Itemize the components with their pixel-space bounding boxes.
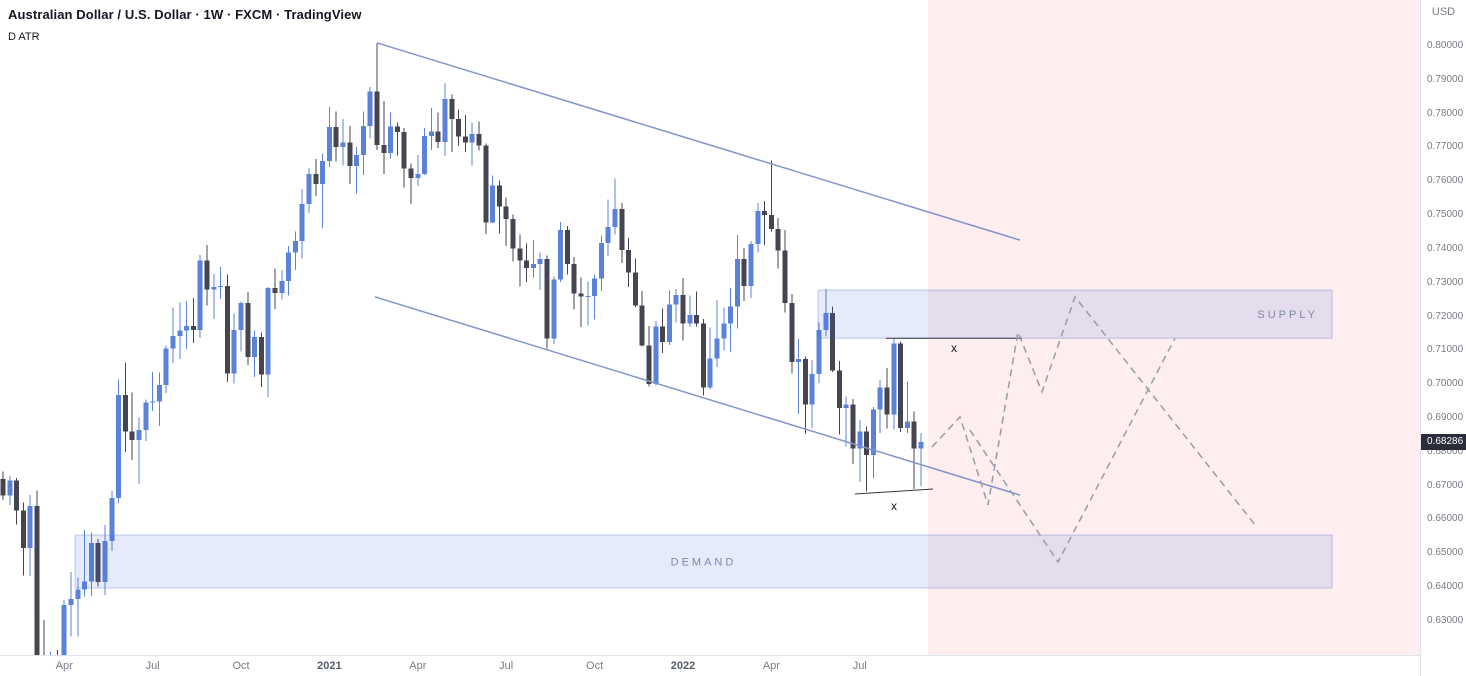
time-tick-month-label: Oct (586, 660, 604, 672)
chart-pane[interactable]: SUPPLY DEMAND x x Australian Dollar / U.S. … (0, 0, 1420, 655)
time-tick-month-label: Oct (232, 660, 250, 672)
price-tick-label: 0.67000 (1427, 479, 1464, 491)
price-tick-label: 0.65000 (1427, 547, 1464, 559)
time-tick-month-label: Apr (55, 660, 73, 672)
channel-lower-trendline[interactable] (374, 296, 1021, 496)
swing-low-x-mark: x (891, 499, 897, 513)
time-tick-month-label: Apr (409, 660, 427, 672)
price-tick-label: 0.68000 (1427, 445, 1464, 457)
price-tick-label: 0.71000 (1427, 344, 1464, 356)
price-tick-label: 0.64000 (1427, 581, 1464, 592)
swing-high-x-mark: x (951, 341, 957, 355)
price-tick-label: 0.75000 (1427, 209, 1464, 221)
price-tick-label: 0.70000 (1427, 378, 1464, 390)
price-tick-label: 0.72000 (1427, 310, 1464, 322)
time-tick-month-label: Jul (499, 660, 514, 672)
projection-path-1[interactable] (931, 295, 1256, 526)
price-tick-label: 0.74000 (1427, 242, 1464, 254)
demand-zone-label: DEMAND (671, 557, 737, 569)
candles (0, 43, 924, 655)
indicator-label-atr[interactable]: D ATR (8, 31, 40, 43)
supply-zone-label: SUPPLY (1257, 309, 1318, 321)
time-tick-month-label: Jul (852, 660, 867, 672)
price-axis[interactable]: USD 0.68286 0.80000 0.79000 0.78000 0.77000… (1420, 0, 1466, 676)
price-tick-label: 0.76000 (1427, 175, 1464, 187)
projection-path-2[interactable] (969, 337, 1176, 564)
chart-legend: Australian Dollar / U.S. Dollar · 1W · F… (8, 7, 362, 43)
price-tick-label: 0.63000 (1427, 614, 1464, 626)
price-chart[interactable]: SUPPLY DEMAND x x (0, 0, 1420, 655)
time-tick-month-label: Apr (762, 660, 780, 672)
channel-upper-trendline[interactable] (376, 42, 1021, 241)
time-tick-year-label: 2021 (317, 660, 342, 672)
price-tick-label: 0.80000 (1427, 40, 1464, 51)
price-tick-label: 0.73000 (1427, 276, 1464, 288)
time-axis[interactable]: Apr Jul Oct 2021 Apr Jul Oct 2022 Apr Jul (0, 655, 1420, 676)
time-tick-year-label: 2022 (670, 660, 696, 672)
last-price-badge: 0.68286 (1421, 434, 1466, 451)
price-tick-label: 0.79000 (1427, 73, 1464, 85)
price-axis-currency-label: USD (1431, 6, 1456, 18)
price-tick-label: 0.66000 (1427, 513, 1464, 525)
symbol-title[interactable]: Australian Dollar / U.S. Dollar · 1W · F… (8, 7, 362, 22)
demand-zone[interactable] (74, 534, 1333, 589)
time-tick-month-label: Jul (145, 660, 160, 672)
price-tick-label: 0.77000 (1427, 141, 1464, 153)
swing-low-trendline[interactable] (854, 488, 934, 495)
highlight-region[interactable] (928, 0, 1420, 655)
price-tick-label: 0.78000 (1427, 107, 1464, 119)
price-tick-label: 0.69000 (1427, 412, 1464, 423)
